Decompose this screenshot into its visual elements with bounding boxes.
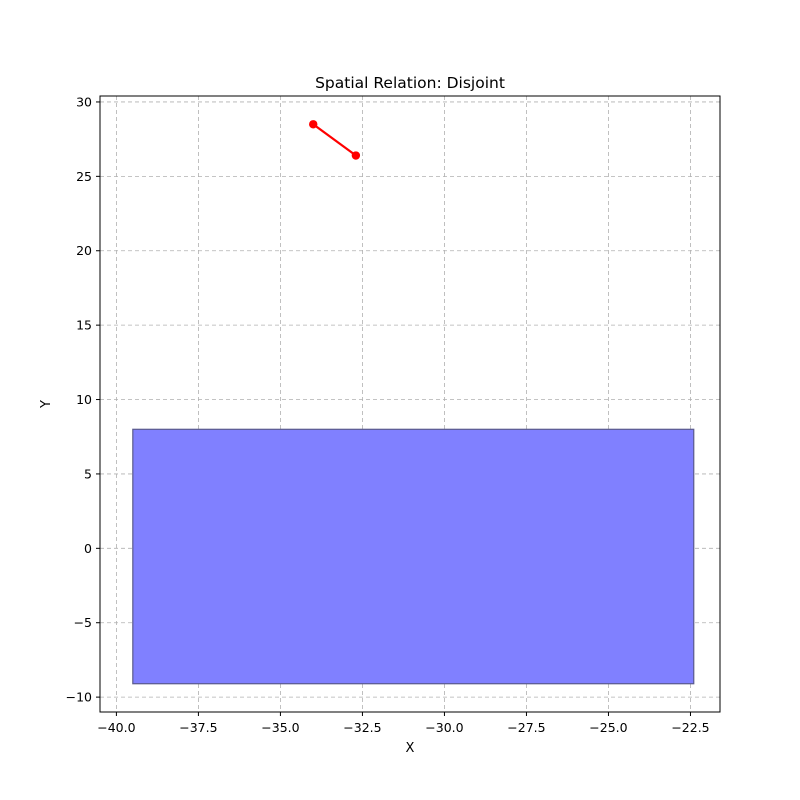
y-tick-label: 15 bbox=[76, 318, 92, 333]
x-tick-label: −25.0 bbox=[589, 720, 627, 735]
y-tick-label: 10 bbox=[76, 392, 92, 407]
plot-data bbox=[132, 120, 695, 685]
x-tick-label: −37.5 bbox=[179, 720, 217, 735]
y-tick-label: 25 bbox=[76, 169, 92, 184]
x-axis-label: X bbox=[406, 741, 415, 756]
x-tick-label: −35.0 bbox=[261, 720, 299, 735]
line-point bbox=[309, 120, 318, 129]
x-tick-label: −27.5 bbox=[507, 720, 545, 735]
x-tick-label: −32.5 bbox=[343, 720, 381, 735]
line-segment bbox=[312, 123, 357, 157]
y-tick-label: 0 bbox=[84, 541, 92, 556]
y-tick-label: 30 bbox=[76, 94, 92, 109]
y-tick-label: −10 bbox=[66, 690, 92, 705]
y-tick-label: 20 bbox=[76, 243, 92, 258]
chart-title: Spatial Relation: Disjoint bbox=[315, 74, 505, 92]
polygon-shape bbox=[132, 428, 695, 685]
x-tick-label: −22.5 bbox=[671, 720, 709, 735]
plot-frame bbox=[99, 95, 721, 713]
x-tick-label: −30.0 bbox=[425, 720, 463, 735]
x-tick-label: −40.0 bbox=[97, 720, 135, 735]
ticks: −40.0 −37.5 −35.0 −32.5 −30.0 −27.5 −25.0 −22.5… bbox=[66, 94, 710, 735]
y-tick-label: 5 bbox=[84, 466, 92, 481]
y-tick-label: −5 bbox=[74, 615, 92, 630]
line-point bbox=[351, 151, 361, 160]
y-axis-label: Y bbox=[39, 400, 54, 409]
